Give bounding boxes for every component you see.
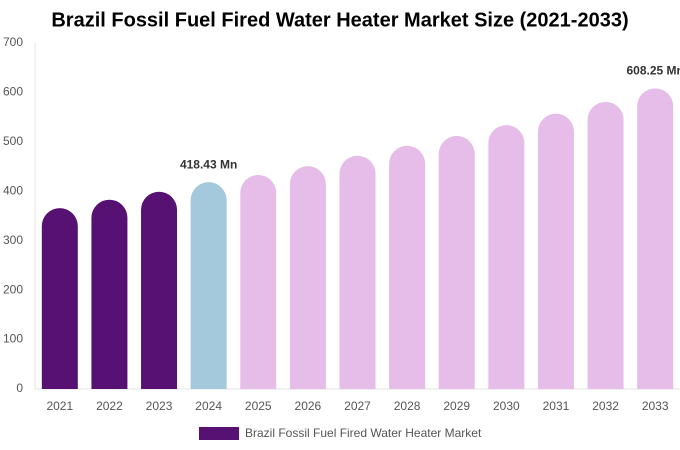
x-tick-label: 2022	[96, 399, 123, 413]
x-tick-label: 2025	[245, 399, 272, 413]
bar	[587, 101, 624, 389]
x-tick-label: 2026	[295, 399, 322, 413]
x-tick-label: 2023	[146, 399, 173, 413]
bar	[41, 208, 78, 389]
y-tick-label: 0	[16, 381, 23, 395]
bar	[339, 155, 376, 389]
y-tick-label: 600	[3, 85, 23, 99]
x-tick-label: 2027	[344, 399, 371, 413]
bar	[488, 125, 525, 389]
y-tick-label: 400	[3, 183, 23, 197]
value-label: 608.25 Mn	[627, 64, 680, 78]
bar	[289, 166, 326, 389]
x-tick-label: 2030	[493, 399, 520, 413]
bar	[389, 145, 426, 389]
x-tick-label: 2021	[46, 399, 73, 413]
x-tick-label: 2028	[394, 399, 421, 413]
legend-swatch	[199, 427, 239, 440]
y-tick-label: 100	[3, 332, 23, 346]
y-tick-label: 200	[3, 282, 23, 296]
x-tick-label: 2031	[543, 399, 570, 413]
y-tick-label: 300	[3, 233, 23, 247]
bar	[537, 113, 574, 389]
bar	[141, 191, 178, 389]
x-tick-label: 2033	[642, 399, 669, 413]
bar	[91, 199, 128, 389]
bar	[240, 174, 277, 389]
chart-title: Brazil Fossil Fuel Fired Water Heater Ma…	[51, 9, 628, 31]
y-tick-label: 500	[3, 134, 23, 148]
value-label: 418.43 Mn	[180, 157, 237, 171]
bar	[190, 182, 227, 389]
x-tick-label: 2029	[443, 399, 470, 413]
bar	[438, 135, 475, 389]
bar	[637, 88, 674, 390]
x-tick-label: 2032	[592, 399, 619, 413]
y-tick-label: 700	[3, 35, 23, 49]
x-tick-label: 2024	[195, 399, 222, 413]
legend-label: Brazil Fossil Fuel Fired Water Heater Ma…	[245, 426, 482, 440]
